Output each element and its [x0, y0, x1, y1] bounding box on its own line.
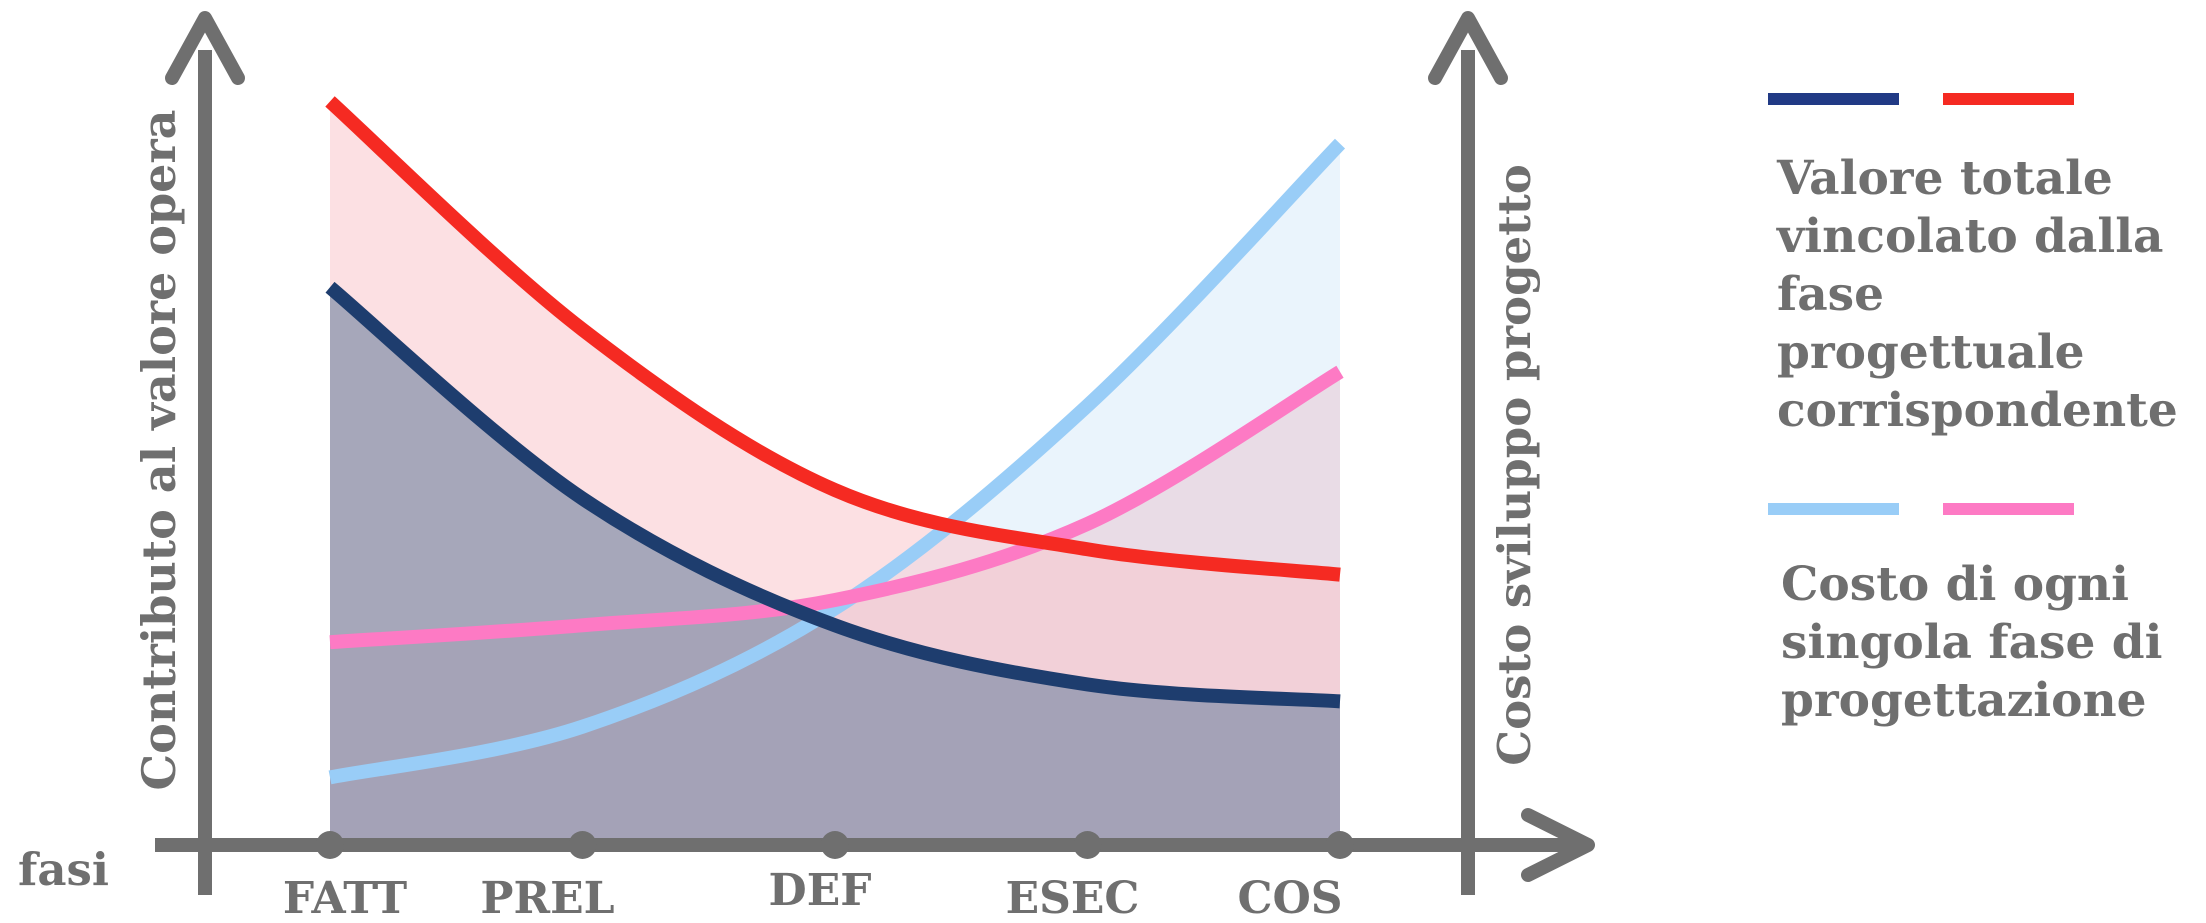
x-tick-dot [821, 831, 849, 859]
legend-swatch-pink [1943, 503, 2074, 515]
x-tick-label: PREL [480, 873, 614, 923]
right-y-axis-label: Costo sviluppo progetto [1488, 164, 1541, 766]
x-tick-label: COS [1237, 873, 1342, 923]
legend-text-value: Valore totale vincolato dalla fase proge… [1777, 150, 2206, 440]
x-tick-dot [1073, 831, 1102, 859]
series-area-0 [330, 287, 1340, 845]
legend-line-5: Costo di ogni [1781, 557, 2129, 612]
series-lines [325, 96, 1346, 785]
series-line-0 [325, 281, 1341, 709]
left-y-axis-arrow [165, 11, 245, 85]
x-tick-dot [316, 831, 344, 859]
legend-swatch-lightblue [1768, 503, 1899, 515]
x-tick-label: ESEC [1006, 873, 1140, 923]
x-axis-label: fasi [18, 843, 109, 896]
legend-line-3: fase progettuale [1777, 267, 2085, 380]
legend-line-6: singola fase di [1781, 615, 2163, 670]
left-y-axis-label: Contributo al valore opera [132, 110, 186, 791]
right-y-axis-arrow [1428, 11, 1508, 85]
x-axis-ticks: FATT PREL DEF ESEC COS [283, 831, 1354, 923]
x-tick-label: FATT [283, 873, 408, 923]
legend-swatch-red [1943, 93, 2074, 105]
legend-swatch-blue [1768, 93, 1899, 105]
x-tick-dot [568, 831, 597, 859]
legend-line-2: vincolato dalla [1777, 209, 2164, 264]
legend-text-cost: Costo di ogni singola fase di progettazi… [1781, 556, 2163, 730]
series-line-3 [329, 365, 1344, 650]
series-line-1 [325, 96, 1341, 582]
legend-line-7: progettazione [1781, 673, 2147, 728]
x-tick-label: DEF [769, 865, 872, 916]
x-axis-arrow [1521, 808, 1595, 882]
legend-line-1: Valore totale [1777, 151, 2113, 206]
x-tick-dot [1326, 831, 1354, 859]
legend-line-4: corrispondente [1777, 383, 2178, 438]
